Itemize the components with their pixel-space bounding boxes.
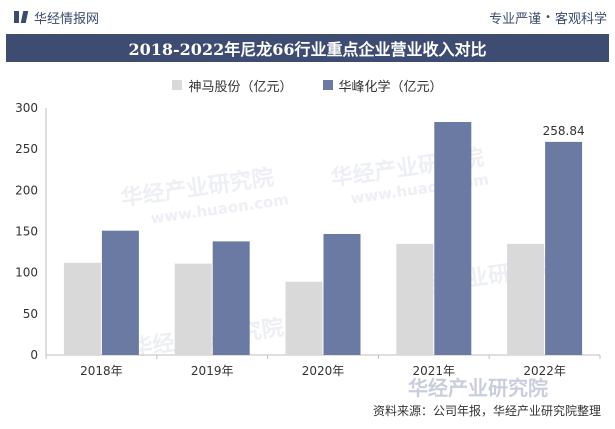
data-label: 258.84 — [543, 124, 585, 138]
x-tick-label: 2022年 — [523, 364, 566, 378]
top-bar: 华经情报网 专业严谨 • 客观科学 — [0, 0, 615, 34]
bar-series-1 — [507, 243, 545, 355]
x-tick-label: 2020年 — [302, 364, 345, 378]
legend-swatch-series-1 — [172, 80, 183, 90]
source-note: 资料来源：公司年报，华经产业研究院整理 — [372, 404, 601, 418]
tagline-separator: • — [545, 11, 551, 23]
x-tick-label: 2019年 — [191, 364, 234, 378]
bar-series-2 — [545, 141, 583, 355]
chart-title-bar: 2018-2022年尼龙66行业重点企业营业收入对比 — [6, 34, 609, 62]
chart-title: 2018-2022年尼龙66行业重点企业营业收入对比 — [128, 40, 487, 59]
bar-series-2 — [101, 230, 139, 355]
y-tick-label: 150 — [15, 225, 38, 239]
bar-series-2 — [323, 233, 361, 355]
y-tick-label: 300 — [15, 101, 38, 115]
bar-series-1 — [174, 263, 212, 355]
brand: 华经情报网 — [14, 8, 99, 27]
x-tick-label: 2018年 — [80, 364, 123, 378]
bar-series-1 — [63, 262, 101, 355]
legend-label-series-1: 神马股份（亿元） — [188, 79, 293, 95]
bar-series-1 — [396, 243, 434, 355]
y-tick-label: 50 — [23, 307, 38, 321]
legend-item-series-1: 神马股份（亿元） — [172, 75, 293, 95]
chart-legend: 神马股份（亿元） 华峰化学（亿元） — [0, 75, 615, 95]
bar-series-1 — [285, 281, 323, 355]
legend-item-series-2: 华峰化学（亿元） — [322, 75, 443, 95]
y-tick-label: 100 — [15, 266, 38, 280]
legend-label-series-2: 华峰化学（亿元） — [338, 79, 443, 95]
tagline: 专业严谨 • 客观科学 — [489, 8, 607, 27]
bar-series-2 — [434, 121, 472, 355]
brand-logo-icon — [14, 10, 28, 24]
y-tick-label: 0 — [30, 348, 38, 362]
brand-name: 华经情报网 — [34, 11, 100, 27]
y-tick-label: 250 — [15, 142, 38, 156]
x-tick-label: 2021年 — [413, 364, 456, 378]
y-tick-label: 200 — [15, 183, 38, 197]
legend-swatch-series-2 — [322, 80, 333, 90]
bar-series-2 — [212, 241, 250, 355]
tagline-left: 专业严谨 — [489, 11, 542, 27]
tagline-right: 客观科学 — [554, 11, 607, 27]
